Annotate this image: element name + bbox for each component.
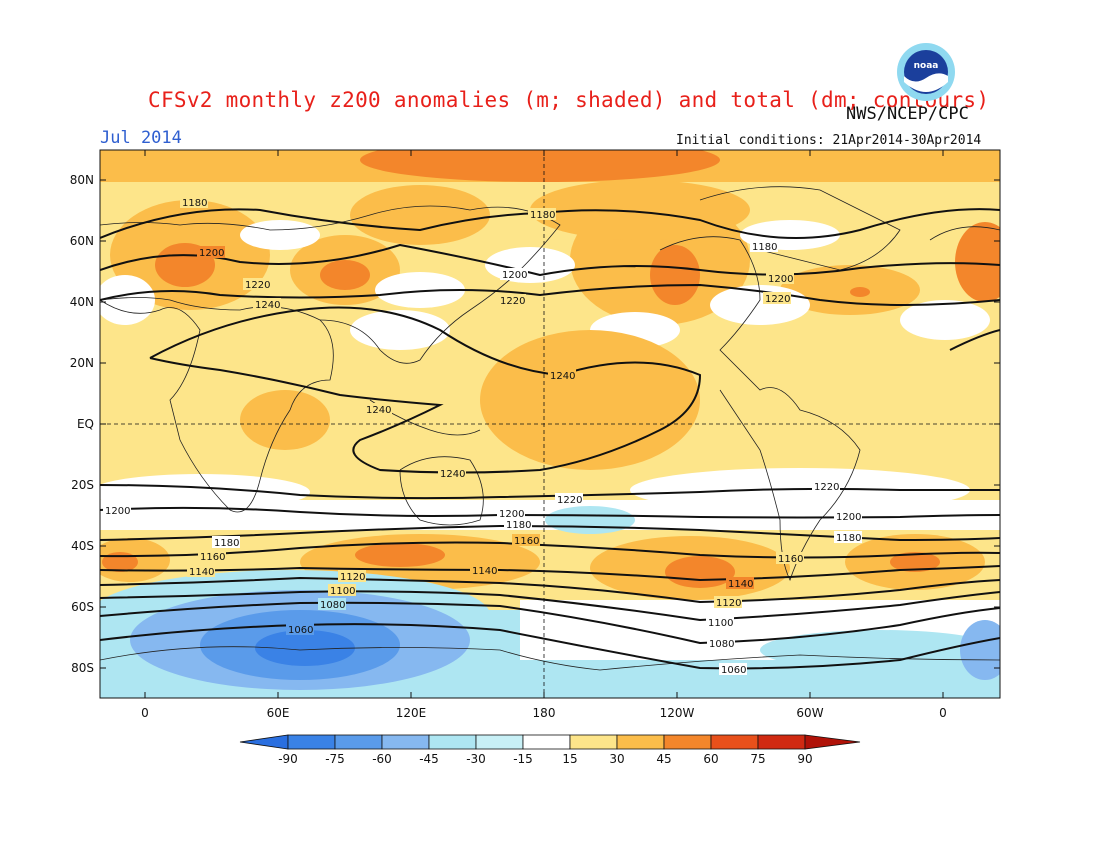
initial-conditions-label: Initial conditions: 21Apr2014-30Apr2014: [676, 133, 982, 148]
colorbar-swatch: [616, 734, 665, 750]
lon-label: 0: [141, 706, 149, 720]
lat-label: 40S: [71, 539, 94, 553]
contour-label: 1160: [200, 552, 225, 563]
lat-label: 20S: [71, 478, 94, 492]
contour-label: 1160: [778, 554, 803, 565]
contour-label: 1060: [288, 625, 313, 636]
colorbar-label: 90: [797, 752, 813, 766]
contour-label: 1180: [182, 198, 207, 209]
noaa-logo-text: noaa: [914, 61, 939, 71]
colorbar-swatch: [334, 734, 383, 750]
contour-label: 1240: [550, 371, 575, 382]
colorbar-swatch: [381, 734, 430, 750]
contour-label: 1240: [255, 300, 280, 311]
contour-label: 1140: [189, 567, 214, 578]
colorbar-swatch: [710, 734, 759, 750]
contour-label: 1080: [709, 639, 734, 650]
colorbar-swatch: [569, 734, 618, 750]
colorbar-swatch: [475, 734, 524, 750]
contour-label: 1200: [768, 274, 793, 285]
colorbar-label: 45: [656, 752, 672, 766]
lon-label: 180: [532, 706, 556, 720]
contour-labels: 1180 1180 1180 1200 1200 1200 1220 1220 …: [103, 196, 862, 676]
contour-label: 1200: [836, 512, 861, 523]
colorbar-swatch: [663, 734, 712, 750]
contour-label: 1200: [499, 509, 524, 520]
colorbar-label: -90: [278, 752, 298, 766]
lon-label: 60E: [266, 706, 290, 720]
colorbar-label: -45: [419, 752, 439, 766]
colorbar-label: -15: [513, 752, 533, 766]
colorbar-label: -75: [325, 752, 345, 766]
contour-label: 1240: [440, 469, 465, 480]
lon-label: 120E: [395, 706, 427, 720]
contour-label: 1100: [708, 618, 733, 629]
colorbar-swatch: [757, 734, 806, 750]
contour-label: 1100: [330, 586, 355, 597]
lat-label: 80N: [69, 173, 94, 187]
colorbar-label: -60: [372, 752, 392, 766]
contour-label: 1200: [105, 506, 130, 517]
month-label: Jul 2014: [100, 128, 182, 148]
contour-label: 1220: [500, 296, 525, 307]
contour-label: 1220: [557, 495, 582, 506]
lon-label: 60W: [796, 706, 824, 720]
axis-ticks: [100, 150, 1000, 698]
colorbar-swatch: [522, 734, 571, 750]
lat-label: 40N: [69, 295, 94, 309]
contour-label: 1060: [721, 665, 746, 676]
lat-label: 60N: [69, 234, 94, 248]
contour-label: 1220: [814, 482, 839, 493]
noaa-logo: noaa: [897, 43, 955, 101]
contour-label: 1200: [502, 270, 527, 281]
contour-label: 1220: [765, 294, 790, 305]
colorbar-label: 30: [609, 752, 625, 766]
contour-label: 1200: [199, 248, 224, 259]
colorbar-label: -30: [466, 752, 486, 766]
lat-label: 60S: [71, 600, 94, 614]
colorbar-low-arrow: [239, 734, 289, 750]
lat-label: EQ: [76, 417, 94, 431]
contour-label: 1080: [320, 600, 345, 611]
colorbar-label: 75: [750, 752, 766, 766]
lon-label: 0: [939, 706, 947, 720]
colorbar-label: 15: [562, 752, 578, 766]
colorbar-swatch: [287, 734, 336, 750]
contour-label: 1180: [836, 533, 861, 544]
contour-label: 1140: [728, 579, 753, 590]
contour-label: 1120: [716, 598, 741, 609]
colorbar-swatch: [428, 734, 477, 750]
contour-label: 1180: [506, 520, 531, 531]
contour-label: 1120: [340, 572, 365, 583]
contour-label: 1180: [530, 210, 555, 221]
colorbar-label: 60: [703, 752, 719, 766]
colorbar: [239, 734, 861, 750]
contour-label: 1180: [752, 242, 777, 253]
contour-label: 1240: [366, 405, 391, 416]
lon-label: 120W: [659, 706, 695, 720]
lat-label: 20N: [69, 356, 94, 370]
chart-title: CFSv2 monthly z200 anomalies (m; shaded)…: [148, 88, 990, 112]
colorbar-high-arrow: [804, 734, 861, 750]
agency-label: NWS/NCEP/CPC: [846, 104, 969, 124]
contour-label: 1140: [472, 566, 497, 577]
lat-label: 80S: [71, 661, 94, 675]
contour-label: 1160: [514, 536, 539, 547]
contour-label: 1180: [214, 538, 239, 549]
contour-label: 1220: [245, 280, 270, 291]
